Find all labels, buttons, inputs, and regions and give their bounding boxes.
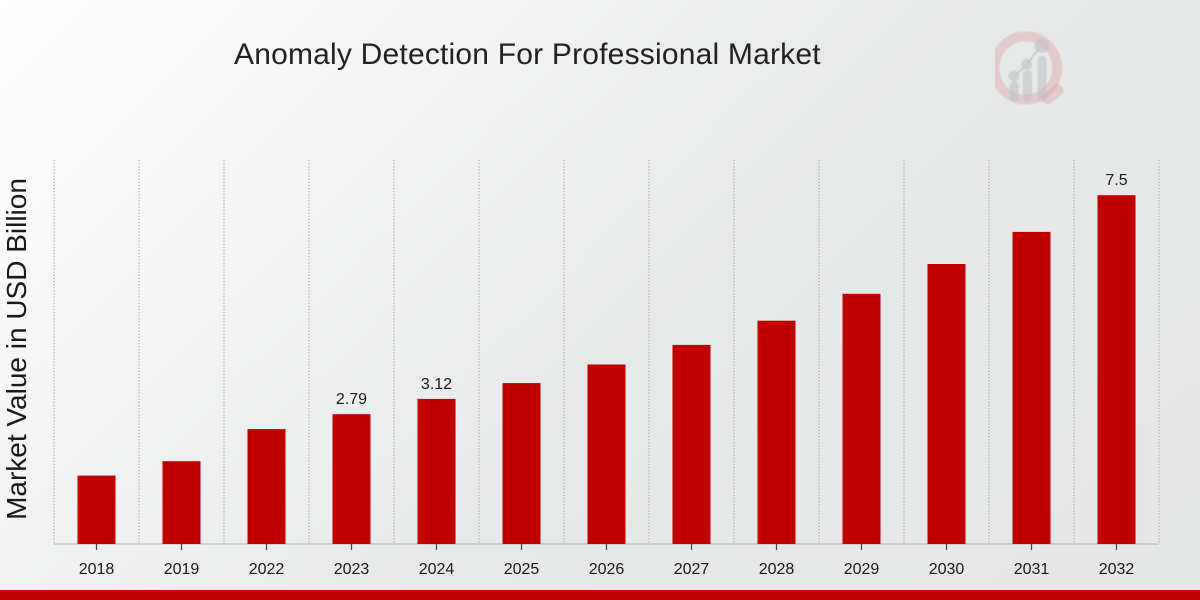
svg-text:2031: 2031	[1014, 561, 1050, 578]
svg-text:2024: 2024	[419, 561, 455, 578]
svg-text:2027: 2027	[674, 561, 710, 578]
svg-text:2019: 2019	[164, 561, 200, 578]
svg-text:2026: 2026	[589, 561, 625, 578]
svg-text:2029: 2029	[844, 561, 880, 578]
svg-text:2030: 2030	[929, 561, 965, 578]
svg-text:2032: 2032	[1099, 561, 1135, 578]
svg-text:7.5: 7.5	[1105, 172, 1127, 189]
svg-text:2028: 2028	[759, 561, 795, 578]
svg-text:3.12: 3.12	[421, 376, 452, 393]
svg-text:2018: 2018	[79, 561, 115, 578]
svg-text:2022: 2022	[249, 561, 285, 578]
svg-text:2.79: 2.79	[336, 391, 367, 408]
svg-text:2025: 2025	[504, 561, 540, 578]
svg-text:2023: 2023	[334, 561, 370, 578]
